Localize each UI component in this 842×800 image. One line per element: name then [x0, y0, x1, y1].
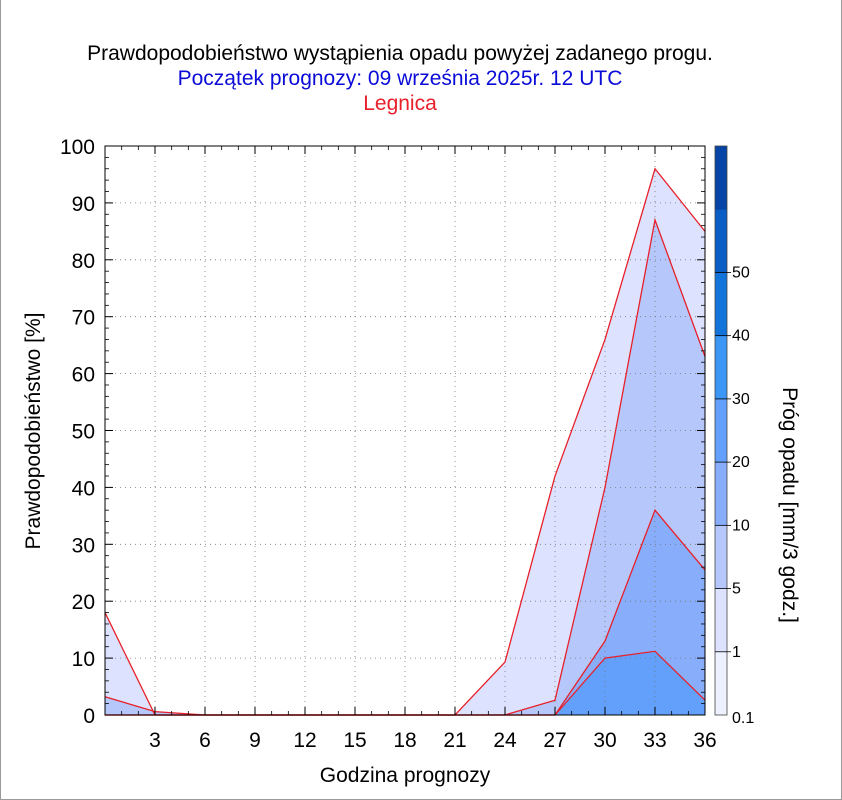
colorbar-tick-label: 10 [732, 517, 750, 534]
x-tick-label: 12 [293, 729, 316, 752]
chart-axes: 3 6 9 12 15 18 21 24 27 30 33 360102030405060708090… [60, 136, 717, 752]
y-tick-label: 0 [83, 705, 95, 728]
colorbar-segment [715, 651, 727, 716]
forecast-start-subtitle: Początek prognozy: 09 września 2025r. 12… [177, 67, 623, 90]
y-tick-label: 70 [72, 307, 95, 330]
x-tick-label: 27 [543, 729, 566, 752]
y-tick-label: 50 [72, 421, 95, 444]
x-tick-label: 33 [643, 729, 666, 752]
area-threshold-0.1 [105, 168, 705, 715]
probability-areas [105, 168, 705, 715]
colorbar-segment [715, 398, 727, 463]
colorbar-segment [715, 209, 727, 273]
colorbar-segment [715, 272, 727, 337]
location-label: Legnica [363, 92, 437, 115]
y-tick-label: 40 [72, 477, 95, 500]
y-tick-label: 80 [72, 250, 95, 273]
colorbar-tick-label: 30 [732, 391, 750, 408]
x-tick-label: 6 [199, 729, 211, 752]
y-tick-label: 90 [72, 193, 95, 216]
colorbar-segment [715, 462, 727, 526]
x-tick-label: 18 [393, 729, 416, 752]
x-tick-label: 3 [149, 729, 161, 752]
colorbar-segment [715, 335, 727, 400]
threshold-colorbar: 0.1 1 5 10 20 30 40 50 [714, 145, 754, 727]
colorbar-tick-label: 1 [732, 644, 741, 661]
colorbar-segment [715, 588, 727, 653]
area-threshold-10 [105, 651, 705, 715]
chart-title: Prawdopodobieństwo wystąpienia opadu pow… [87, 42, 713, 65]
x-tick-label: 21 [443, 729, 466, 752]
x-tick-label: 36 [693, 729, 716, 752]
y-tick-label: 20 [72, 591, 95, 614]
colorbar-tick-label: 5 [732, 581, 741, 598]
colorbar-tick-label: 20 [732, 454, 750, 471]
y-tick-label: 30 [72, 534, 95, 557]
colorbar-segment [715, 146, 727, 210]
colorbar-label: Próg opadu [mm/3 godz.] [778, 387, 801, 623]
y-tick-label: 60 [72, 364, 95, 387]
x-tick-label: 9 [249, 729, 261, 752]
y-axis-label: Prawdopodobieństwo [%] [22, 313, 45, 550]
x-tick-label: 30 [593, 729, 616, 752]
colorbar-segment [715, 525, 727, 589]
x-tick-label: 24 [493, 729, 517, 752]
colorbar-frame [714, 145, 728, 716]
x-tick-label: 15 [343, 729, 366, 752]
colorbar-tick-label: 0.1 [732, 710, 754, 727]
y-tick-label: 100 [60, 136, 95, 159]
x-axis-label: Godzina prognozy [320, 764, 491, 787]
colorbar-tick-label: 50 [732, 264, 750, 281]
y-tick-label: 10 [72, 648, 95, 671]
chart-grid [105, 146, 706, 715]
colorbar-tick-label: 40 [732, 328, 750, 345]
